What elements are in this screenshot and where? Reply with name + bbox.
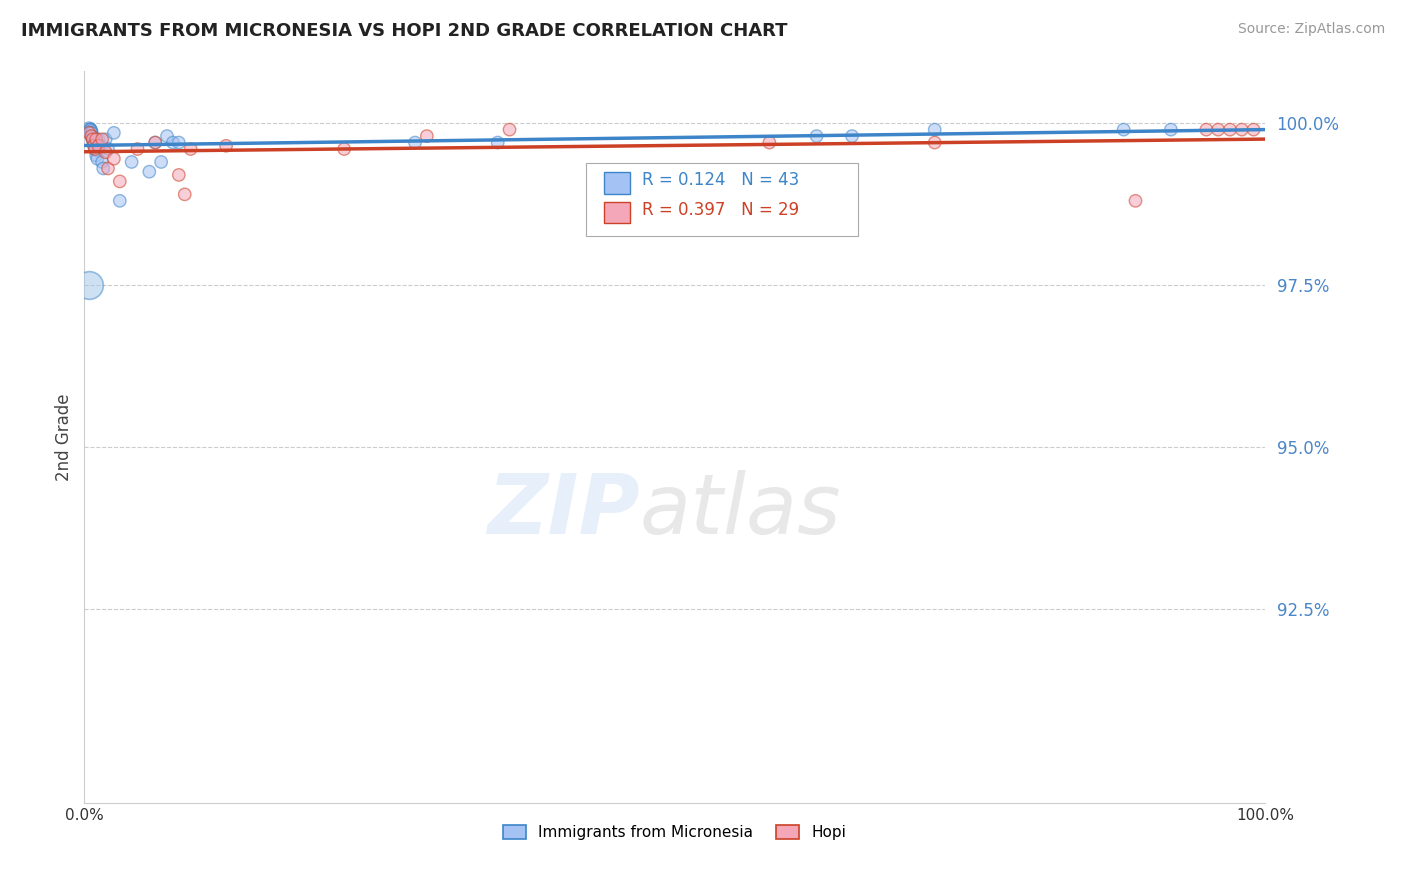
Text: IMMIGRANTS FROM MICRONESIA VS HOPI 2ND GRADE CORRELATION CHART: IMMIGRANTS FROM MICRONESIA VS HOPI 2ND G…	[21, 22, 787, 40]
Point	[150, 155, 173, 169]
Point	[80, 126, 103, 140]
Point	[924, 136, 946, 150]
Point	[80, 129, 103, 144]
Point	[82, 132, 104, 146]
Point	[77, 122, 100, 136]
Point	[83, 138, 105, 153]
Point	[143, 136, 166, 150]
Point	[103, 152, 125, 166]
Point	[80, 126, 103, 140]
Point	[841, 129, 863, 144]
Point	[108, 174, 131, 188]
Point	[86, 152, 108, 166]
Point	[138, 164, 160, 178]
Point	[87, 138, 110, 153]
Point	[94, 145, 117, 160]
Point	[156, 129, 179, 144]
Point	[121, 155, 143, 169]
Point	[1243, 122, 1265, 136]
Point	[79, 122, 101, 136]
Point	[173, 187, 195, 202]
Point	[127, 142, 149, 156]
Point	[1230, 122, 1253, 136]
Text: Source: ZipAtlas.com: Source: ZipAtlas.com	[1237, 22, 1385, 37]
Point	[82, 132, 104, 146]
FancyBboxPatch shape	[605, 202, 630, 224]
Point	[108, 194, 131, 208]
Point	[91, 161, 114, 176]
Point	[97, 142, 120, 156]
Point	[1125, 194, 1147, 208]
Point	[1206, 122, 1229, 136]
Point	[94, 132, 117, 146]
Point	[162, 136, 184, 150]
Point	[1219, 122, 1241, 136]
Point	[87, 132, 110, 146]
Point	[84, 138, 107, 153]
Point	[84, 148, 107, 162]
Text: R = 0.124   N = 43: R = 0.124 N = 43	[641, 171, 799, 189]
Point	[83, 134, 105, 148]
Text: R = 0.397   N = 29: R = 0.397 N = 29	[641, 202, 799, 219]
Point	[97, 161, 120, 176]
Point	[84, 142, 107, 156]
Point	[79, 122, 101, 136]
Point	[80, 124, 103, 138]
Point	[91, 155, 114, 169]
Point	[84, 132, 107, 146]
FancyBboxPatch shape	[605, 171, 630, 194]
Legend: Immigrants from Micronesia, Hopi: Immigrants from Micronesia, Hopi	[498, 819, 852, 847]
Point	[83, 136, 105, 150]
Point	[486, 136, 509, 150]
Point	[82, 132, 104, 146]
Point	[167, 136, 190, 150]
Point	[1112, 122, 1135, 136]
Point	[79, 122, 101, 136]
Point	[1195, 122, 1218, 136]
Point	[84, 142, 107, 156]
Point	[80, 129, 103, 144]
Point	[82, 130, 104, 145]
Point	[143, 136, 166, 150]
Point	[758, 136, 780, 150]
Point	[416, 129, 439, 144]
Point	[83, 136, 105, 151]
Point	[404, 136, 426, 150]
Point	[333, 142, 356, 156]
Point	[167, 168, 190, 182]
Point	[215, 138, 238, 153]
Point	[806, 129, 828, 144]
FancyBboxPatch shape	[586, 163, 858, 235]
Text: atlas: atlas	[640, 470, 841, 550]
Point	[90, 138, 112, 153]
Point	[498, 122, 520, 136]
Point	[77, 277, 100, 292]
Y-axis label: 2nd Grade: 2nd Grade	[55, 393, 73, 481]
Point	[89, 138, 111, 153]
Point	[91, 132, 114, 146]
Point	[103, 126, 125, 140]
Text: ZIP: ZIP	[486, 470, 640, 550]
Point	[1160, 122, 1182, 136]
Point	[924, 122, 946, 136]
Point	[180, 142, 202, 156]
Point	[79, 122, 101, 136]
Point	[77, 126, 100, 140]
Point	[84, 144, 107, 158]
